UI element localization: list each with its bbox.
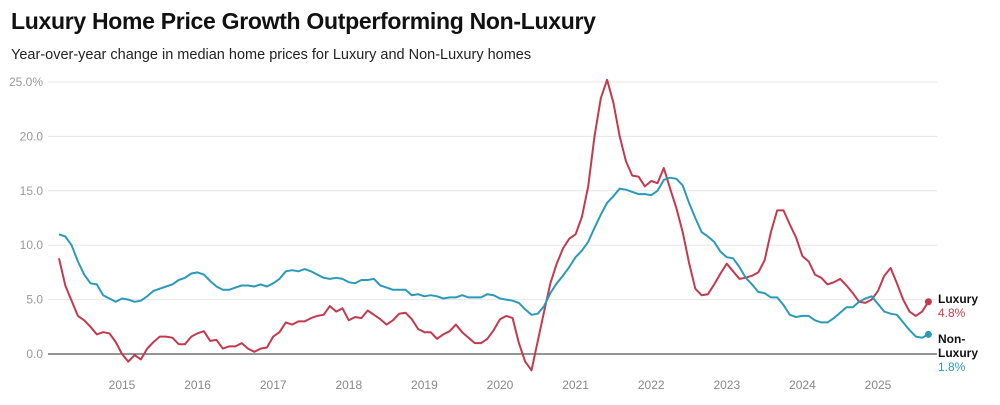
y-tick-label: 15.0 [20, 184, 44, 198]
x-axis: 2015 2016 2017 2018 2019 2020 2021 2022 2023 2024… [109, 378, 892, 392]
end-point-luxury [924, 298, 932, 306]
x-tick-label: 2023 [713, 378, 740, 392]
x-tick-label: 2025 [865, 378, 892, 392]
chart-subtitle: Year-over-year change in median home pri… [11, 47, 532, 63]
non-luxury-end-value: 1.8% [938, 360, 966, 374]
gridlines [48, 81, 937, 355]
series-lines [58, 78, 932, 372]
chart-title: Luxury Home Price Growth Outperforming N… [11, 8, 596, 34]
y-tick-label: 5.0 [26, 293, 43, 307]
y-tick-label: 20.0 [20, 129, 44, 143]
x-tick-label: 2019 [411, 378, 438, 392]
x-tick-label: 2017 [260, 378, 287, 392]
x-tick-label: 2021 [562, 378, 589, 392]
y-tick-label: 25.0% [9, 75, 43, 89]
y-tick-label: 0.0 [26, 347, 43, 361]
end-point-non-luxury [924, 330, 932, 338]
luxury-end-label: Luxury [938, 292, 978, 306]
y-tick-label: 10.0 [20, 238, 44, 252]
series-line-non-luxury [58, 176, 929, 339]
x-tick-label: 2018 [335, 378, 362, 392]
x-tick-label: 2015 [109, 378, 136, 392]
non-luxury-end-label-line1: Non- [938, 332, 965, 346]
x-tick-label: 2020 [487, 378, 514, 392]
non-luxury-end-label-line2: Luxury [938, 346, 978, 360]
x-tick-label: 2022 [638, 378, 665, 392]
y-axis: 25.0% 20.0 15.0 10.0 5.0 0.0 [9, 75, 43, 361]
x-tick-label: 2016 [184, 378, 211, 392]
series-line-luxury [58, 78, 930, 372]
luxury-end-value: 4.8% [938, 306, 966, 320]
x-tick-label: 2024 [789, 378, 816, 392]
